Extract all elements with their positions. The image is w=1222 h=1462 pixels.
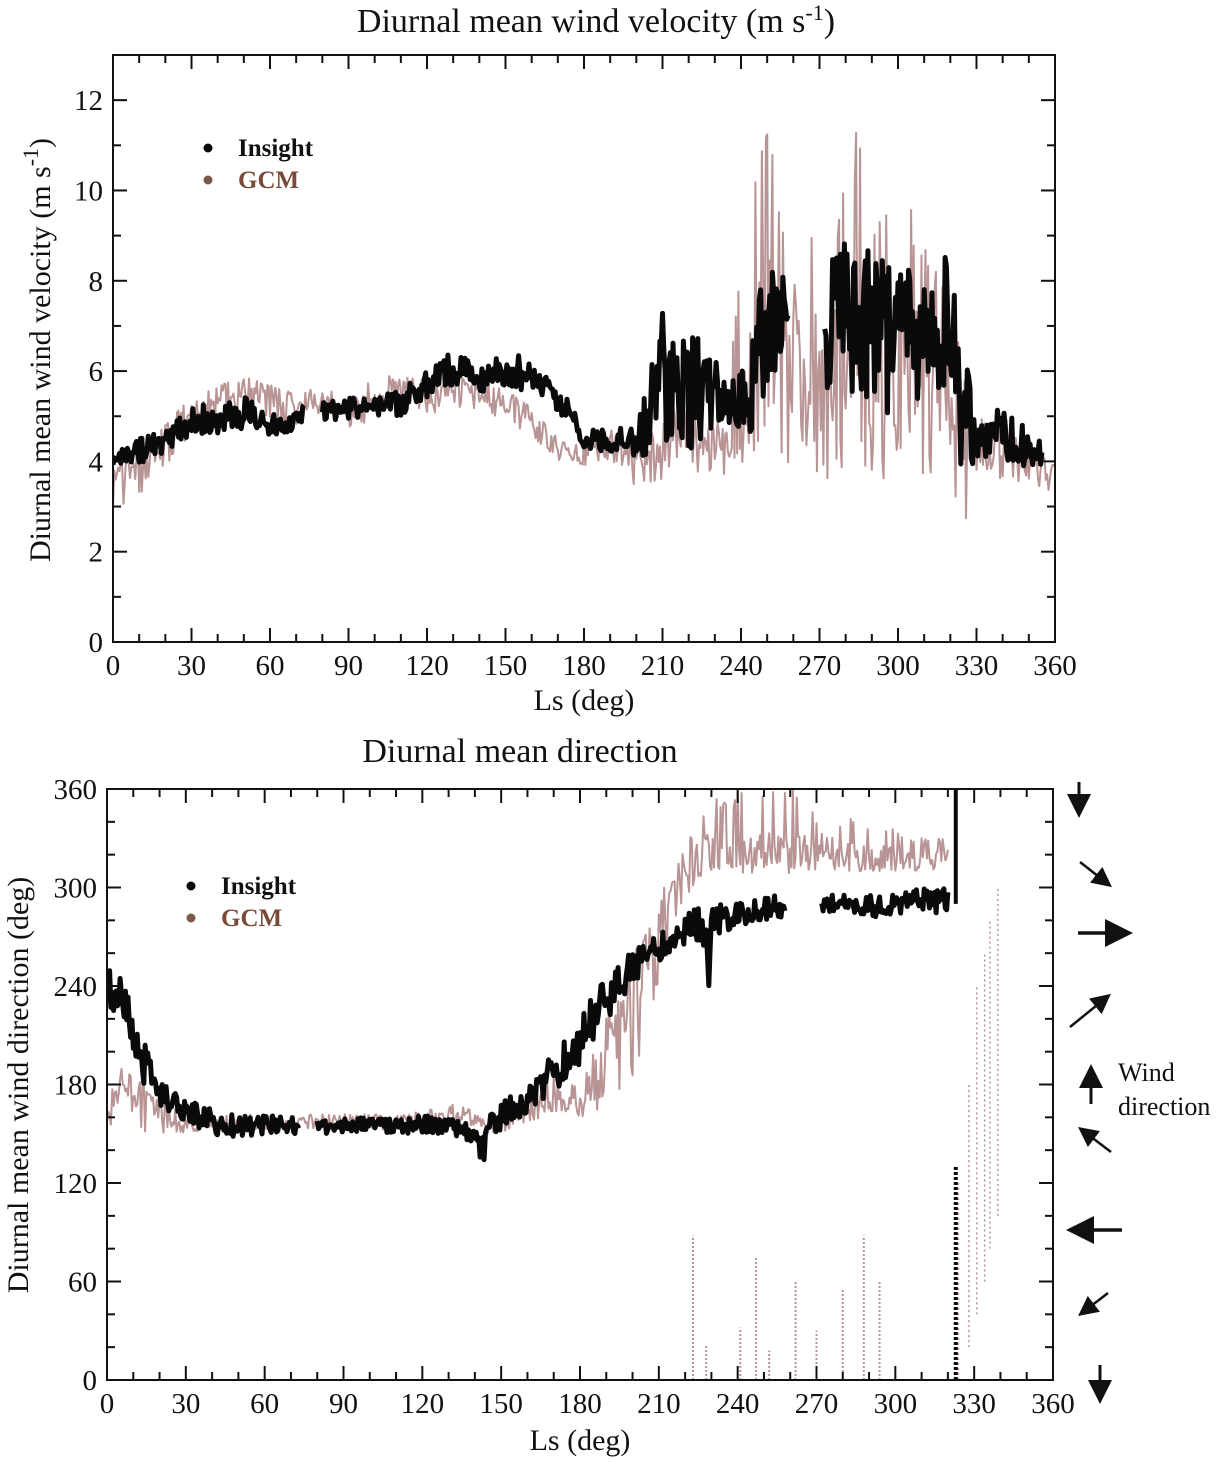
chart2-x-tick-label: 360 — [1031, 1388, 1075, 1420]
chart2-x-tick-label: 210 — [637, 1388, 681, 1420]
chart2-y-tick-label: 60 — [68, 1267, 97, 1299]
legend-label-insight-2: Insight — [221, 873, 297, 900]
legend-label-gcm-2: GCM — [221, 905, 282, 932]
arrow-southeast-icon — [1079, 861, 1112, 888]
chart2-insight-series-line — [107, 968, 302, 1139]
chart1-insight-series-line — [113, 395, 306, 466]
chart1-x-tick-label: 360 — [1033, 650, 1077, 682]
wind-direction-key — [1066, 782, 1133, 1404]
chart2-gcm-series-line — [107, 789, 949, 1135]
legend-marker-insight-2 — [186, 881, 196, 891]
chart2-insight-series-line — [819, 886, 951, 920]
chart2-x-tick-label: 180 — [558, 1388, 602, 1420]
chart1-x-tick-label: 30 — [177, 650, 206, 682]
chart2-insight-series-line — [314, 893, 788, 1163]
chart2-legend: Insight GCM — [186, 873, 297, 932]
chart2-y-tick-label: 300 — [54, 873, 98, 905]
chart1-insight-series-line — [822, 241, 1045, 469]
chart1-x-tick-label: 330 — [955, 650, 999, 682]
chart2-y-tick-label: 120 — [54, 1168, 98, 1200]
legend-label-insight: Insight — [238, 135, 314, 162]
chart1-x-tick-label: 60 — [256, 650, 285, 682]
chart1-x-tick-label: 240 — [719, 650, 763, 682]
chart2-x-tick-label: 60 — [250, 1388, 279, 1420]
chart1-x-tick-label: 120 — [405, 650, 449, 682]
chart2-x-tick-label: 240 — [716, 1388, 760, 1420]
chart2-title: Diurnal mean direction — [362, 733, 677, 770]
chart2-y-axis-label: Diurnal mean wind direction (deg) — [2, 877, 35, 1294]
chart2-x-tick-label: 120 — [401, 1388, 445, 1420]
legend-label-gcm: GCM — [238, 167, 299, 194]
chart1-x-tick-label: 300 — [876, 650, 920, 682]
chart1-y-tick-label: 4 — [89, 446, 104, 478]
chart2-plot-area: 0 30 60 90 120 150 180 210 240 270 300 330 360 0 60 120… — [54, 774, 1075, 1420]
chart1-y-tick-label: 8 — [89, 266, 104, 298]
chart1-x-tick-label: 210 — [641, 650, 685, 682]
chart1-x-tick-label: 0 — [106, 650, 121, 682]
legend-marker-gcm — [203, 175, 213, 185]
chart2-x-tick-label: 150 — [479, 1388, 523, 1420]
chart1-y-tick-label: 10 — [74, 175, 103, 207]
chart1-title: Diurnal mean wind velocity (m s-1) — [357, 0, 835, 40]
wind-direction-label-line2: direction — [1118, 1092, 1210, 1121]
chart1-y-axis-label: Diurnal mean wind velocity (m s-1) — [18, 138, 57, 562]
chart1-y-tick-label: 0 — [89, 627, 104, 659]
chart1-x-axis-label: Ls (deg) — [534, 684, 635, 717]
chart1-x-tick-label: 90 — [334, 650, 363, 682]
chart1-y-tick-label: 2 — [89, 537, 104, 569]
chart2-x-tick-label: 300 — [874, 1388, 918, 1420]
chart2-x-axis-label: Ls (deg) — [530, 1424, 631, 1457]
chart1-x-tick-label: 150 — [484, 650, 528, 682]
chart2-y-tick-label: 240 — [54, 971, 98, 1003]
chart1-x-tick-label: 270 — [798, 650, 842, 682]
chart2-x-tick-label: 30 — [171, 1388, 200, 1420]
chart1-insight-series-line — [319, 269, 791, 458]
chart2-x-tick-label: 270 — [795, 1388, 839, 1420]
chart1-x-tick-label: 180 — [562, 650, 606, 682]
chart2-y-tick-label: 360 — [54, 774, 98, 806]
chart1-legend: Insight GCM — [203, 135, 314, 194]
legend-marker-gcm-2 — [186, 913, 196, 923]
chart2-x-tick-label: 330 — [952, 1388, 996, 1420]
wind-direction-label-line1: Wind — [1118, 1058, 1175, 1087]
chart1-y-tick-label: 12 — [74, 85, 103, 117]
legend-marker-insight — [203, 143, 213, 153]
chart2-x-tick-label: 90 — [329, 1388, 358, 1420]
chart2-y-tick-label: 0 — [83, 1365, 98, 1397]
arrow-northwest-icon — [1078, 1126, 1112, 1153]
arrow-southwest-icon — [1078, 1292, 1109, 1317]
chart2-y-tick-label: 180 — [54, 1070, 98, 1102]
chart1-plot-area: 0 30 60 90 120 150 180 210 240 270 300 330 360 0 2 4 6 8 1… — [74, 54, 1077, 682]
chart1-y-tick-label: 6 — [89, 356, 104, 388]
chart2-x-tick-label: 0 — [100, 1388, 115, 1420]
arrow-northeast-icon — [1069, 993, 1111, 1028]
